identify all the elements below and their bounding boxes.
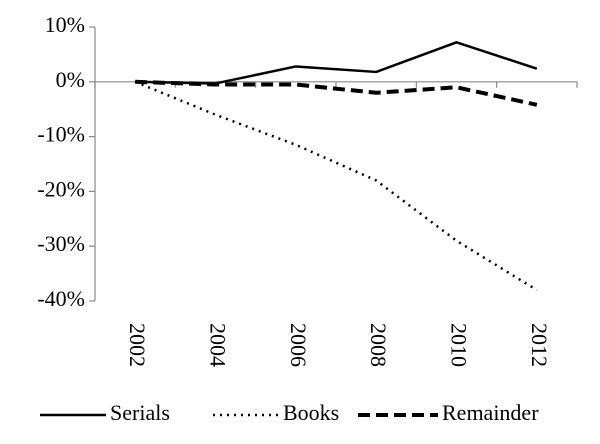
legend-label: Serials <box>110 400 170 425</box>
y-tick-label: -10% <box>37 122 85 147</box>
y-tick-label: -20% <box>37 176 85 201</box>
line-series <box>135 79 538 107</box>
line-series <box>135 41 538 85</box>
x-tick-label: 2002 <box>125 323 150 367</box>
y-tick-label: -30% <box>37 231 85 256</box>
x-tick-label: 2004 <box>205 323 230 367</box>
x-tick-label: 2006 <box>286 323 311 367</box>
y-tick-label: 10% <box>45 12 85 37</box>
x-tick-label: 2010 <box>446 323 471 367</box>
line-series <box>134 80 538 292</box>
legend-label: Remainder <box>442 400 539 425</box>
x-tick-label: 2012 <box>527 323 552 367</box>
y-tick-label: -40% <box>37 286 85 311</box>
x-tick-label: 2008 <box>366 323 391 367</box>
legend-label: Books <box>283 400 339 425</box>
y-tick-label: 0% <box>56 67 85 92</box>
